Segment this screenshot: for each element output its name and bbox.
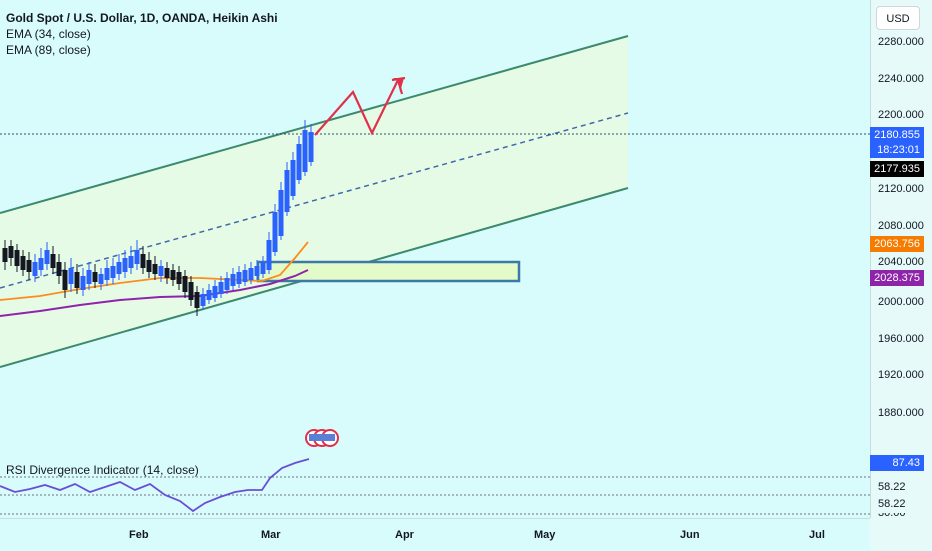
demand-zone-rect bbox=[256, 260, 521, 283]
candle-body bbox=[308, 132, 314, 162]
ema89-badge: 2028.375 bbox=[870, 270, 924, 286]
candle-body bbox=[8, 246, 14, 258]
candle-body bbox=[224, 278, 230, 290]
channel-mid-line bbox=[0, 112, 629, 289]
price-scale[interactable] bbox=[870, 0, 932, 518]
price-tick: 2200.000 bbox=[878, 109, 924, 121]
candle-body bbox=[152, 264, 158, 274]
ema89-line bbox=[0, 269, 309, 317]
candle-body bbox=[2, 248, 8, 262]
candle-body bbox=[176, 272, 182, 284]
candle-body bbox=[182, 276, 188, 292]
ema34-line bbox=[0, 241, 309, 301]
time-label-may: May bbox=[534, 529, 556, 541]
rsi-line bbox=[0, 458, 310, 513]
price-tick: 2280.000 bbox=[878, 36, 924, 48]
ema34-badge: 2063.756 bbox=[870, 236, 924, 252]
price-tick: 2120.000 bbox=[878, 183, 924, 195]
candle-body bbox=[110, 266, 116, 278]
channel-upper-line bbox=[0, 35, 629, 214]
candle-body bbox=[230, 274, 236, 286]
event-icons bbox=[305, 429, 339, 447]
channel-fill bbox=[0, 36, 628, 367]
last-price-badge: 2177.935 bbox=[870, 161, 924, 177]
projection-path bbox=[314, 79, 399, 136]
candle-body bbox=[260, 262, 266, 274]
price-tick: 2040.000 bbox=[878, 256, 924, 268]
time-label-feb: Feb bbox=[129, 529, 149, 541]
candle-body bbox=[218, 282, 224, 294]
time-label-jul: Jul bbox=[809, 529, 825, 541]
candle-body bbox=[158, 266, 164, 276]
chart-area[interactable]: Gold Spot / U.S. Dollar, 1D, OANDA, Heik… bbox=[0, 0, 870, 518]
candle-body bbox=[302, 130, 308, 172]
candle-body bbox=[74, 272, 80, 288]
rsi-level-label: 30.00 bbox=[878, 513, 906, 518]
price-tick: 1960.000 bbox=[878, 333, 924, 345]
candle-body bbox=[200, 294, 206, 306]
candle-body bbox=[14, 250, 20, 266]
rsi-level-label: 58.22 bbox=[878, 498, 906, 510]
countdown-badge: 18:23:01 bbox=[870, 143, 924, 158]
candle-body bbox=[242, 270, 248, 282]
candle-body bbox=[92, 272, 98, 282]
candle-body bbox=[188, 282, 194, 300]
price-chart[interactable] bbox=[0, 0, 870, 518]
candle-body bbox=[170, 270, 176, 280]
candle-body bbox=[104, 268, 110, 280]
candle-body bbox=[20, 256, 26, 270]
candle-body bbox=[50, 254, 56, 268]
rsi-level-label: 58.22 bbox=[878, 481, 906, 493]
candle-body bbox=[140, 254, 146, 268]
candle-body bbox=[296, 144, 302, 180]
price-tick: 1920.000 bbox=[878, 369, 924, 381]
price-tick: 1880.000 bbox=[878, 407, 924, 419]
rsi-legend[interactable]: RSI Divergence Indicator (14, close) bbox=[6, 463, 199, 477]
candle-body bbox=[26, 260, 32, 272]
candle-body bbox=[254, 266, 260, 276]
candle-body bbox=[272, 212, 278, 252]
candle-body bbox=[236, 272, 242, 284]
time-label-apr: Apr bbox=[395, 529, 414, 541]
currency-button[interactable]: USD bbox=[876, 6, 920, 30]
candle-body bbox=[122, 258, 128, 272]
candle-body bbox=[56, 262, 62, 276]
candle-body bbox=[32, 262, 38, 276]
current-price-badge: 2180.855 bbox=[870, 127, 924, 143]
symbol-title[interactable]: Gold Spot / U.S. Dollar, 1D, OANDA, Heik… bbox=[6, 11, 278, 25]
heikin-ashi-candles bbox=[2, 120, 314, 316]
ema89-legend[interactable]: EMA (89, close) bbox=[6, 43, 91, 57]
time-label-jun: Jun bbox=[680, 529, 700, 541]
candle-body bbox=[290, 160, 296, 196]
candle-body bbox=[38, 258, 44, 270]
candle-body bbox=[128, 256, 134, 268]
candle-body bbox=[116, 262, 122, 274]
axis-corner bbox=[870, 518, 932, 550]
candle-body bbox=[134, 250, 140, 264]
candle-body bbox=[80, 276, 86, 290]
candle-body bbox=[206, 290, 212, 300]
projection-arrowhead bbox=[393, 78, 404, 92]
rsi-value-badge: 87.43 bbox=[870, 455, 924, 471]
price-tick: 2240.000 bbox=[878, 73, 924, 85]
price-tick: 2000.000 bbox=[878, 296, 924, 308]
candle-body bbox=[98, 274, 104, 284]
time-label-mar: Mar bbox=[261, 529, 281, 541]
candle-body bbox=[212, 286, 218, 298]
candle-body bbox=[146, 260, 152, 272]
time-axis[interactable] bbox=[0, 518, 870, 551]
candle-body bbox=[248, 268, 254, 280]
candle-body bbox=[194, 292, 200, 308]
candle-body bbox=[284, 170, 290, 212]
candle-body bbox=[62, 270, 68, 290]
candle-body bbox=[266, 240, 272, 270]
chart-legend: Gold Spot / U.S. Dollar, 1D, OANDA, Heik… bbox=[6, 10, 278, 58]
price-tick: 2080.000 bbox=[878, 220, 924, 232]
candle-body bbox=[164, 268, 170, 278]
candle-body bbox=[86, 270, 92, 284]
candle-body bbox=[68, 268, 74, 284]
ema34-legend[interactable]: EMA (34, close) bbox=[6, 27, 91, 41]
candle-body bbox=[278, 190, 284, 236]
candle-body bbox=[44, 250, 50, 264]
